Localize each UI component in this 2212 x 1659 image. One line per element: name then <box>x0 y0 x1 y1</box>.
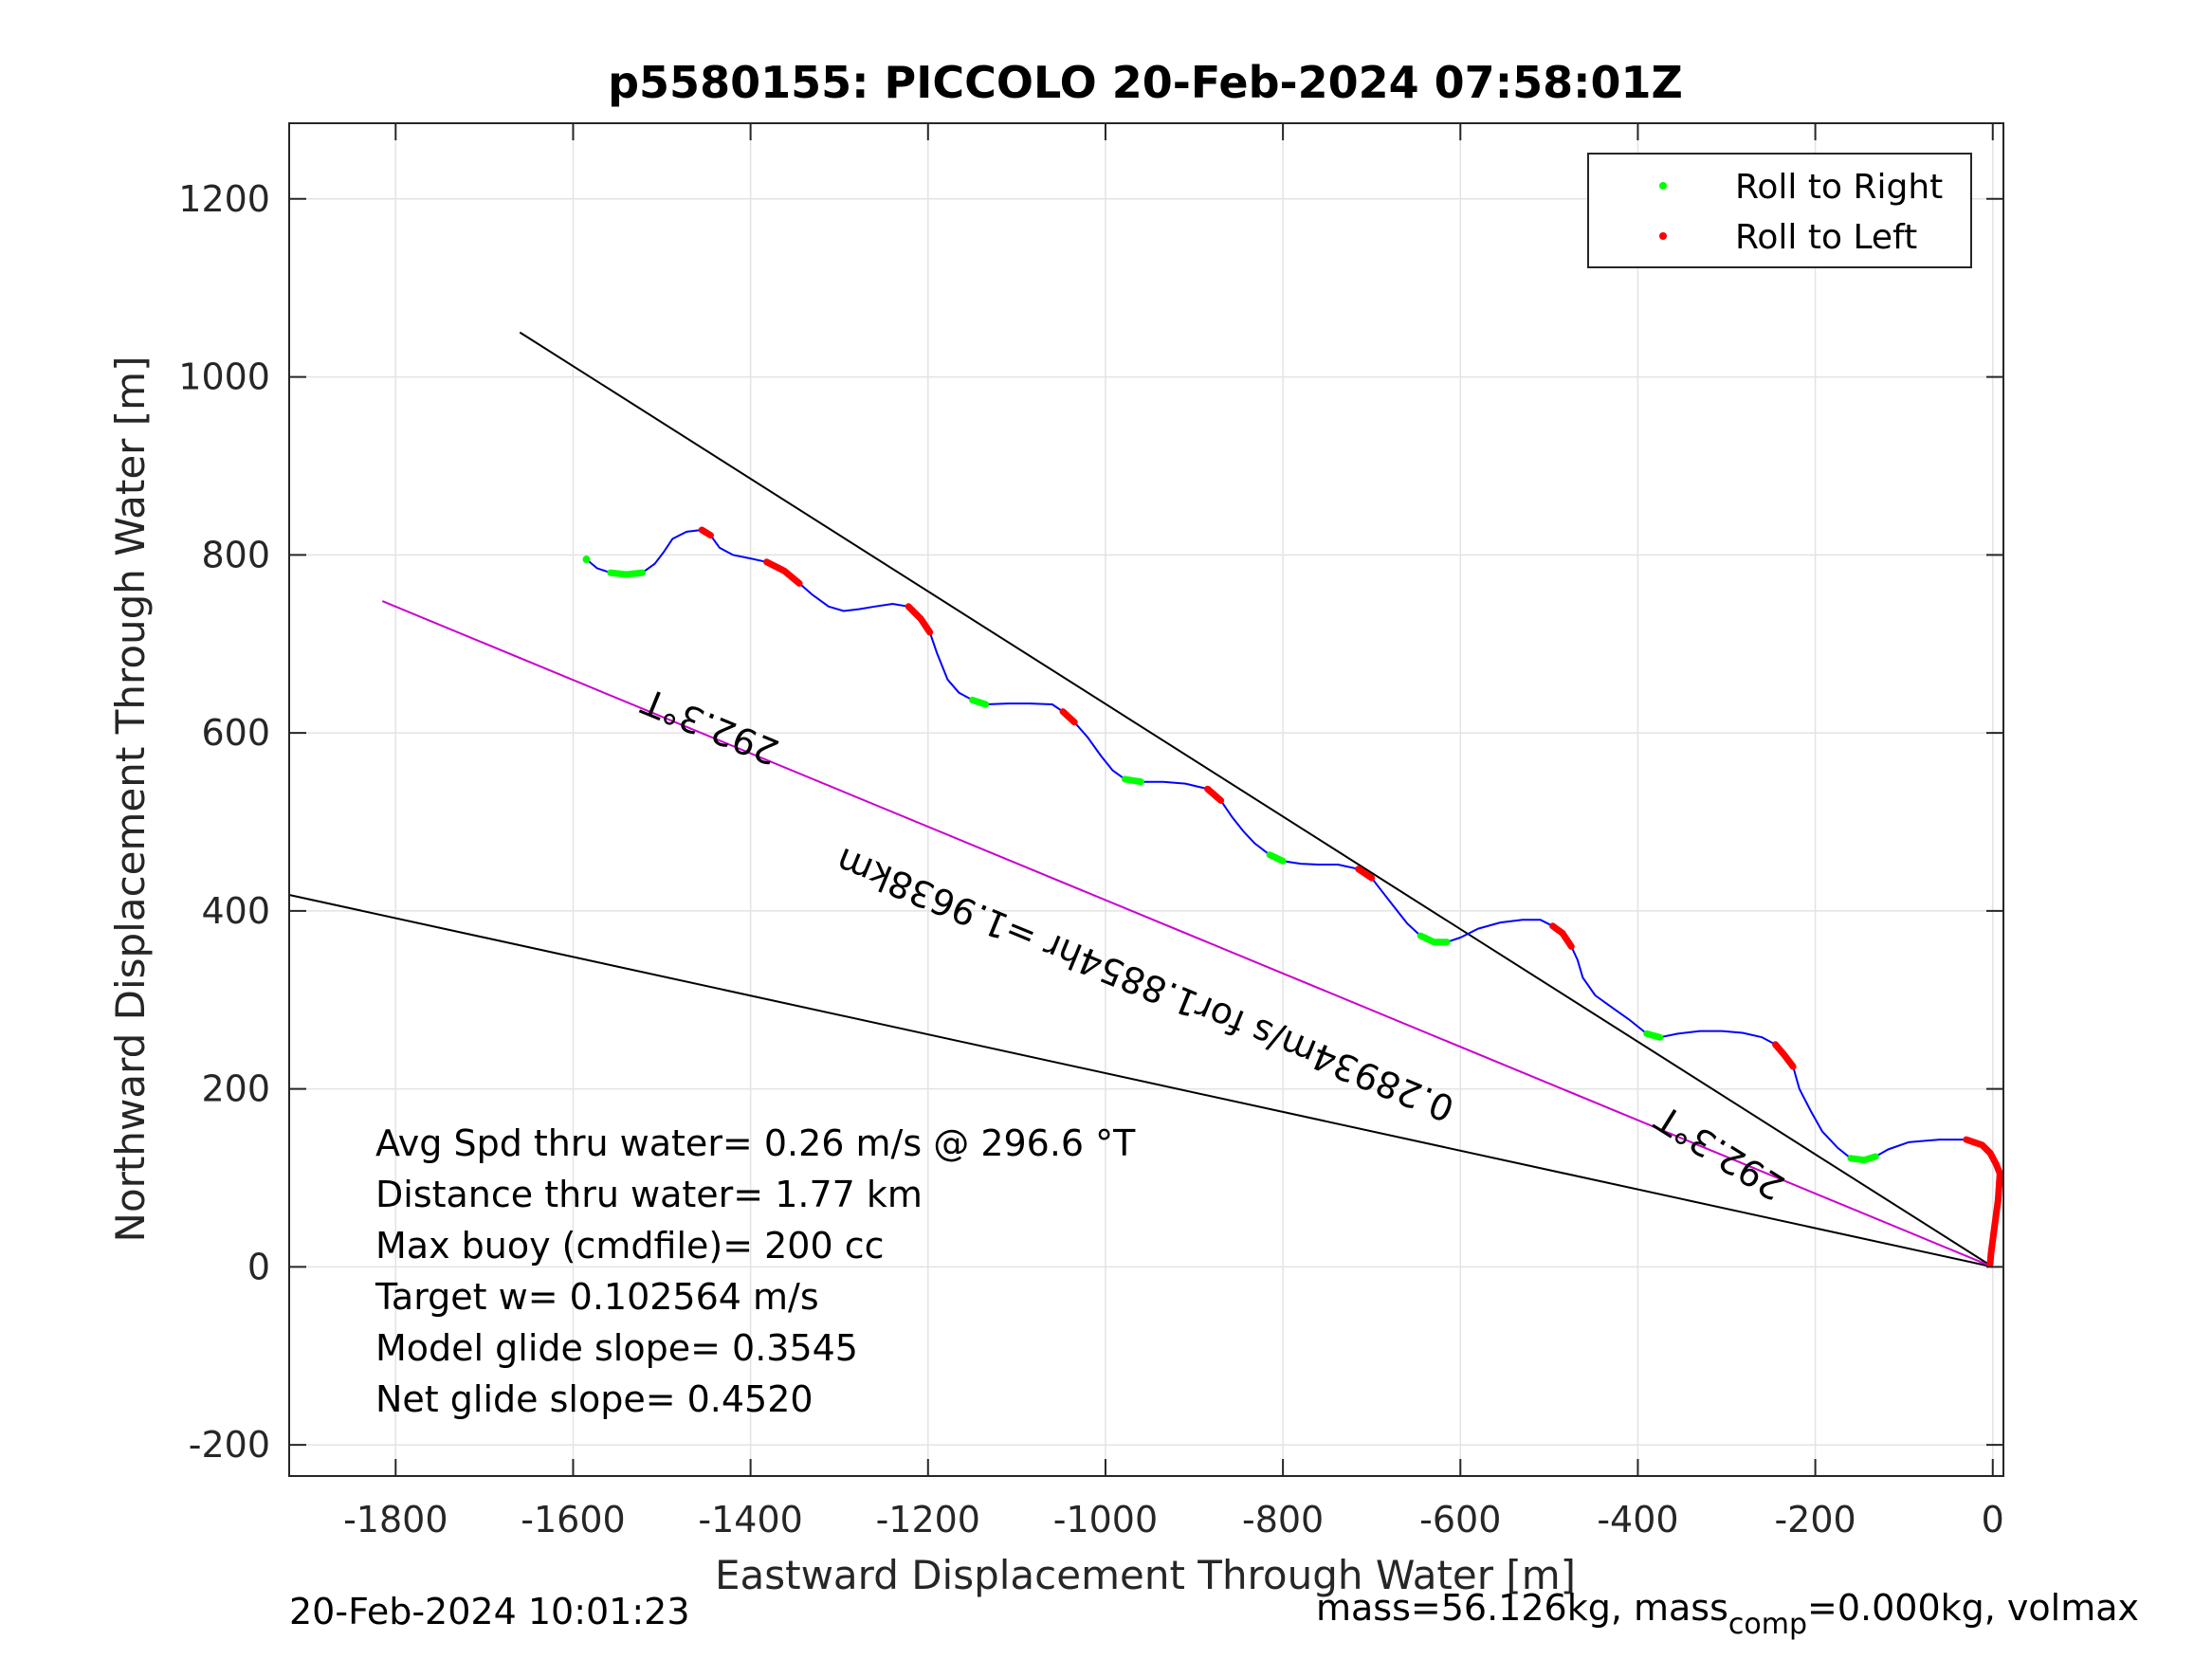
y-tick-label: 800 <box>201 534 270 575</box>
x-tick-label: -200 <box>1774 1499 1856 1540</box>
roll-left-segment <box>1059 708 1078 726</box>
y-tick-labels: -200 0 200 400 600 800 1000 1200 <box>178 178 270 1466</box>
stats-line: Distance thru water= 1.77 km <box>375 1174 923 1215</box>
y-tick-label: 0 <box>247 1246 270 1287</box>
reference-lines <box>288 331 1994 1268</box>
footer-mass-text: mass=56.126kg, mass <box>1316 1587 1728 1629</box>
track-line <box>585 529 2002 1265</box>
roll-left-segment <box>1963 1136 2003 1268</box>
x-tick-label: 0 <box>1982 1499 2004 1540</box>
roll-left-segment <box>1549 922 1575 950</box>
roll-markers <box>582 526 2003 1268</box>
legend-box <box>1587 153 1972 268</box>
stats-line: Avg Spd thru water= 0.26 m/s @ 296.6 °T <box>375 1122 1136 1164</box>
track <box>585 529 2002 1265</box>
y-tick-label: 1000 <box>178 356 270 398</box>
x-tick-label: -1400 <box>698 1499 802 1540</box>
roll-left-segment <box>698 526 714 539</box>
x-tick-label: -1800 <box>343 1499 448 1540</box>
x-tick-label: -1000 <box>1053 1499 1158 1540</box>
footer-mass-info: mass=56.126kg, masscomp=0.000kg, volmax <box>1316 1587 2139 1641</box>
roll-left-segment <box>1355 866 1376 882</box>
reference-line <box>519 331 1994 1268</box>
axis-ticks <box>289 123 2003 1476</box>
roll-left-segment <box>763 558 803 587</box>
stats-line: Model glide slope= 0.3545 <box>375 1327 858 1369</box>
stats-line: Target w= 0.102564 m/s <box>375 1276 819 1318</box>
footer-mass-rest: =0.000kg, volmax <box>1807 1587 2139 1629</box>
roll-left-segment <box>905 603 934 636</box>
roll-right-segment <box>1122 775 1144 786</box>
roll-right-segment <box>969 696 990 708</box>
y-tick-label: -200 <box>189 1424 270 1466</box>
stats-line: Max buoy (cmdfile)= 200 cc <box>375 1225 885 1267</box>
footer-timestamp: 20-Feb-2024 10:01:23 <box>289 1591 690 1632</box>
legend-marker-roll-left <box>1659 232 1667 240</box>
y-tick-label: 400 <box>201 890 270 932</box>
x-tick-label: -600 <box>1419 1499 1501 1540</box>
roll-right-segment <box>1847 1153 1879 1164</box>
x-tick-label: -400 <box>1597 1499 1678 1540</box>
roll-right-segment <box>1266 851 1287 865</box>
legend-label-roll-right: Roll to Right <box>1735 168 1943 207</box>
stats-line: Net glide slope= 0.4520 <box>375 1378 814 1420</box>
legend-label-roll-left: Roll to Left <box>1735 218 1917 257</box>
reference-line <box>288 894 1994 1268</box>
footer-mass-sub: comp <box>1728 1608 1807 1641</box>
x-tick-label: -800 <box>1242 1499 1324 1540</box>
legend: Roll to Right Roll to Left <box>1587 153 1972 268</box>
legend-marker-roll-right <box>1659 182 1667 190</box>
y-tick-label: 600 <box>201 712 270 754</box>
reference-line <box>381 600 1994 1268</box>
x-tick-label: -1200 <box>876 1499 980 1540</box>
y-axis-label: Northward Displacement Through Water [m] <box>107 356 154 1243</box>
x-axis-label: Eastward Displacement Through Water [m] <box>715 1552 1576 1598</box>
roll-left-segment <box>1772 1041 1797 1070</box>
y-tick-label: 1200 <box>178 178 270 220</box>
stats-block: Avg Spd thru water= 0.26 m/s @ 296.6 °T … <box>375 1122 1136 1420</box>
plot-frame <box>288 122 2004 1477</box>
chart-title: p5580155: PICCOLO 20-Feb-2024 07:58:01Z <box>608 57 1683 108</box>
x-tick-labels: -1800 -1600 -1400 -1200 -1000 -800 -600 -400 -20… <box>343 1499 2004 1540</box>
roll-right-segment <box>1643 1030 1664 1041</box>
y-tick-label: 200 <box>201 1068 270 1110</box>
roll-left-segment <box>1204 785 1225 804</box>
roll-right-segment <box>1417 932 1451 946</box>
track-start-marker <box>582 556 591 564</box>
roll-right-segment <box>607 569 646 578</box>
x-tick-label: -1600 <box>521 1499 625 1540</box>
plot-area <box>289 123 2003 1476</box>
